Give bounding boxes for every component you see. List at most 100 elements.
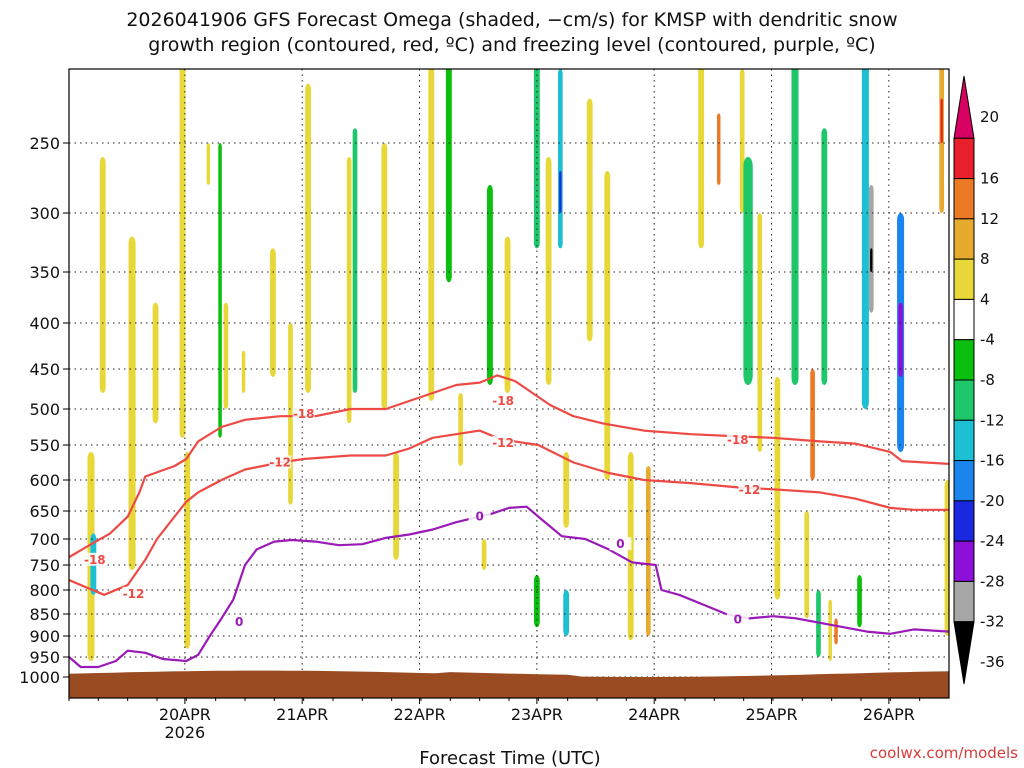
- omega-cell-9: [241, 350, 246, 393]
- omega-cell-38: [944, 480, 949, 636]
- x-tick-label-6: 26APR: [863, 705, 915, 724]
- omega-cell-21: [545, 157, 552, 385]
- contour-freezing-level-label-bg-1: [468, 509, 491, 523]
- contour-minus12: [69, 429, 949, 596]
- colorbar-label-9: -20: [980, 492, 1005, 510]
- omega-cell-49: [743, 157, 753, 385]
- omega-cell-27: [698, 69, 705, 249]
- colorbar-swatch-4: [953, 258, 975, 300]
- omega-cell-14: [352, 128, 358, 393]
- colorbar-swatch-8: [953, 419, 975, 462]
- omega-cell-28: [716, 113, 721, 185]
- omega-cell-22: [563, 452, 570, 528]
- omega-cell-33: [810, 369, 815, 480]
- omega-cell-44: [533, 69, 540, 249]
- omega-cell-37: [940, 98, 943, 143]
- omega-cell-43: [487, 185, 493, 385]
- colorbar-label-7: -12: [980, 411, 1005, 429]
- contour-freezing-level-label-bg-3: [726, 612, 749, 626]
- colorbar-swatch-0: [953, 75, 975, 139]
- omega-cell-52: [861, 69, 869, 409]
- y-tick-label-950: 950: [29, 648, 60, 667]
- contour-freezing-level-label-bg-0: [228, 614, 251, 628]
- omega-cell-58: [857, 575, 862, 628]
- omega-cell-20: [504, 236, 511, 393]
- contour-freezing-level-label-1: 0: [475, 510, 483, 524]
- omega-cell-8: [223, 302, 229, 409]
- colorbar-label-3: 8: [980, 250, 990, 268]
- colorbar: 20 16 12 8 4 -4 -8 -12 -16 -20 -24 -28 -32 -36: [953, 75, 1005, 685]
- contour-minus12-label-3: -12: [739, 483, 761, 497]
- omega-cell-12: [305, 83, 311, 394]
- colorbar-label-8: -16: [980, 452, 1005, 470]
- x-axis: 20APR 21APR 22APR 23APR 24APR 25APR 26APR 2026: [68, 698, 921, 742]
- omega-cell-23: [586, 98, 593, 342]
- omega-cell-4: [152, 302, 159, 424]
- omega-cell-45: [557, 69, 563, 249]
- x-tick-label-0: 20APR: [159, 705, 211, 724]
- y-tick-label-450: 450: [29, 360, 60, 379]
- x-tick-year-label: 2026: [165, 723, 206, 742]
- credit-text[interactable]: coolwx.com/models: [870, 744, 1018, 762]
- y-tick-label-800: 800: [29, 581, 60, 600]
- colorbar-swatch-2: [953, 178, 975, 220]
- y-axis: 250 300 350 400 450 500 550 600 650 700 750 800 850 9…: [19, 134, 69, 687]
- contour-minus12-label-1: -12: [269, 456, 291, 470]
- omega-cell-10: [269, 248, 276, 377]
- contour-minus18-label-3: -18: [727, 433, 749, 447]
- contour-freezing-level-label-bg-2: [609, 537, 632, 551]
- contour-minus12-label-bg-2: [492, 435, 515, 449]
- x-tick-label-3: 23APR: [511, 705, 563, 724]
- omega-cell-13: [346, 157, 352, 424]
- y-tick-label-250: 250: [29, 134, 60, 153]
- omega-cell-42: [445, 69, 452, 283]
- colorbar-swatch-13: [953, 621, 975, 685]
- omega-cell-56: [898, 302, 903, 377]
- colorbar-label-12: -32: [980, 613, 1005, 631]
- contour-minus18: [69, 374, 949, 559]
- y-tick-label-650: 650: [29, 502, 60, 521]
- contour-minus18-label-0: -18: [84, 553, 106, 567]
- omega-cell-3: [128, 236, 136, 570]
- x-tick-label-1: 21APR: [276, 705, 328, 724]
- omega-cell-48: [563, 590, 570, 636]
- omega-cell-46: [559, 171, 562, 213]
- contour-minus18-label-2: -18: [492, 394, 514, 408]
- y-tick-label-1000: 1000: [19, 668, 60, 687]
- colorbar-label-0: 20: [980, 108, 999, 126]
- y-tick-label-750: 750: [29, 556, 60, 575]
- colorbar-label-4: 4: [980, 290, 990, 308]
- chart-title-line1: 2026041906 GFS Forecast Omega (shaded, −…: [126, 9, 897, 31]
- contour-minus18-label-bg-3: [726, 432, 749, 446]
- colorbar-label-5: -4: [980, 331, 995, 349]
- contour-minus18-label-1: -18: [293, 407, 315, 421]
- y-tick-label-900: 900: [29, 627, 60, 646]
- omega-cell-34: [828, 599, 832, 661]
- omega-cell-16: [393, 452, 399, 560]
- y-tick-label-350: 350: [29, 263, 60, 282]
- colorbar-swatch-11: [953, 540, 975, 582]
- y-tick-label-850: 850: [29, 605, 60, 624]
- omega-cell-31: [774, 377, 781, 600]
- colorbar-swatch-9: [953, 460, 975, 502]
- contour-minus12-label-0: -12: [123, 587, 145, 601]
- colorbar-label-10: -24: [980, 532, 1005, 550]
- omega-cell-5: [179, 69, 186, 438]
- omega-cell-18: [458, 393, 463, 466]
- y-tick-label-500: 500: [29, 400, 60, 419]
- colorbar-label-6: -8: [980, 371, 995, 389]
- colorbar-swatch-3: [953, 218, 975, 260]
- omega-cell-50: [791, 69, 799, 385]
- contour-freezing-level-label-3: 0: [734, 612, 742, 626]
- colorbar-swatch-7: [953, 379, 975, 421]
- omega-cell-7: [206, 143, 211, 185]
- contour-minus18-label-bg-2: [492, 394, 515, 407]
- omega-cell-54: [870, 248, 873, 272]
- x-axis-label: Forecast Time (UTC): [419, 748, 600, 768]
- y-tick-label-300: 300: [29, 204, 60, 223]
- colorbar-label-1: 16: [980, 170, 999, 188]
- chart-title-line2: growth region (contoured, red, ºC) and f…: [148, 34, 875, 56]
- y-tick-label-700: 700: [29, 530, 60, 549]
- colorbar-label-13: -36: [980, 653, 1005, 671]
